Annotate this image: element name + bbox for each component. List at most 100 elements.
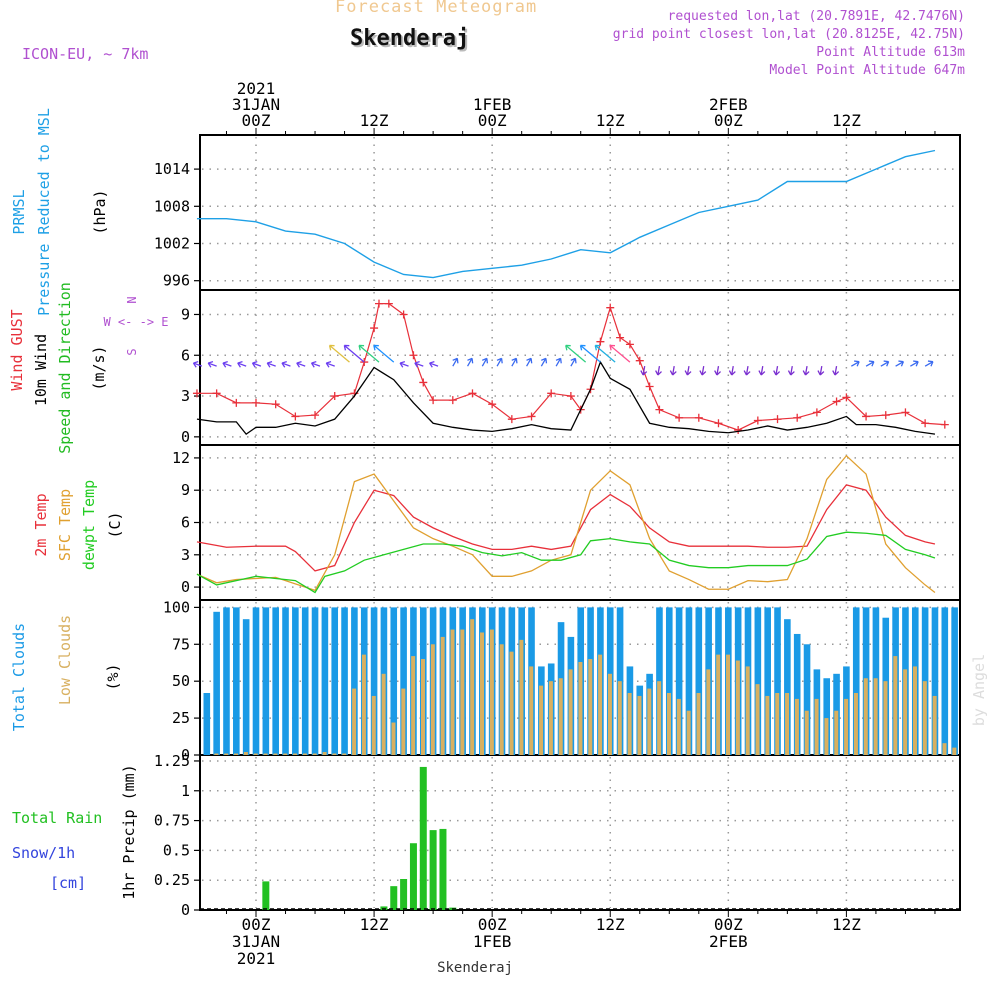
low-cloud-bar xyxy=(932,695,937,755)
x-tick-label-top: 1FEB xyxy=(473,95,512,114)
gust-marker xyxy=(606,303,615,312)
low-cloud-bar xyxy=(844,698,849,755)
gust-marker xyxy=(271,400,280,409)
arrow-head xyxy=(526,357,533,364)
low-cloud-bar xyxy=(853,693,858,755)
arrow-head xyxy=(358,344,365,351)
x-tick-label-bottom: 00Z xyxy=(242,915,271,934)
wind-direction-arrow xyxy=(373,344,395,363)
gust-marker xyxy=(635,356,644,365)
total-cloud-bar xyxy=(931,607,939,755)
wind-gust-label: Wind GUST xyxy=(8,309,26,390)
low-cloud-bar xyxy=(489,629,494,755)
total-cloud-bar xyxy=(774,607,781,755)
arrow-head xyxy=(898,360,904,367)
low-cloud-bar xyxy=(716,654,721,755)
wind-direction-arrow xyxy=(358,344,380,363)
gust-marker xyxy=(832,397,841,406)
arrow-shaft xyxy=(326,362,335,367)
y-tick-label: 50 xyxy=(172,672,190,690)
y-tick-label: 0.5 xyxy=(163,841,190,859)
arrow-head xyxy=(296,360,302,368)
arrow-head xyxy=(787,370,795,376)
low-cloud-bar xyxy=(676,698,681,755)
low-cloud-bar xyxy=(617,681,622,755)
y-tick-label: 1002 xyxy=(154,235,190,253)
wind-direction-arrow xyxy=(714,366,722,376)
low-cloud-bar xyxy=(804,710,809,755)
total-cloud-bar xyxy=(685,607,693,755)
gust-marker xyxy=(375,299,383,308)
total-rain-label: Total Rain xyxy=(12,809,102,827)
arrow-head xyxy=(594,344,601,351)
wind-direction-arrow xyxy=(481,357,489,367)
wind-direction-arrow xyxy=(743,366,751,376)
total-cloud-bar xyxy=(941,607,949,755)
gust-marker xyxy=(370,324,379,333)
arrow-shaft xyxy=(819,366,823,376)
arrow-head xyxy=(192,360,199,368)
gust-marker xyxy=(507,415,516,424)
panel-clouds: 0 25 50 75 100 xyxy=(163,598,961,764)
wind-direction-arrow xyxy=(802,366,810,376)
arrow-head xyxy=(883,360,890,367)
rain-bar xyxy=(390,886,398,910)
temp-units-label: (C) xyxy=(106,511,124,538)
low-cloud-bar xyxy=(243,752,248,755)
wind-direction-arrow xyxy=(496,357,503,367)
x-tick-label-top: 00Z xyxy=(714,111,743,130)
x-tick-label-top: 31JAN xyxy=(232,95,280,114)
compass-north: N xyxy=(125,296,139,303)
arrow-shaft xyxy=(642,366,646,376)
arrow-head xyxy=(266,360,273,368)
arrow-head xyxy=(310,360,317,368)
x-tick-label-top: 12Z xyxy=(596,111,625,130)
wind-direction-arrow xyxy=(924,360,934,367)
arrow-head xyxy=(399,360,406,368)
low-cloud-bar xyxy=(794,698,799,755)
wind-direction-arrow xyxy=(758,366,766,376)
low-cloud-bar xyxy=(647,688,652,755)
wind-direction-arrow xyxy=(880,360,890,367)
low-cloud-bar xyxy=(283,753,288,755)
wind-direction-arrow xyxy=(192,360,203,368)
low-cloud-bar xyxy=(735,660,740,755)
low-cloud-bar xyxy=(607,673,612,755)
low-cloud-bar xyxy=(224,753,229,755)
total-cloud-bar xyxy=(665,607,673,755)
arrow-head xyxy=(773,370,781,376)
arrow-shaft xyxy=(555,358,562,367)
y-tick-label: 0 xyxy=(181,901,190,919)
total-cloud-bar xyxy=(262,607,270,755)
arrow-head xyxy=(817,370,825,376)
low-cloud-bar xyxy=(834,710,839,755)
total-cloud-bar xyxy=(754,607,762,755)
watermark: by Angel xyxy=(970,654,988,726)
wind-direction-arrow xyxy=(655,366,662,376)
rain-bar xyxy=(419,766,427,910)
arrow-shaft xyxy=(657,366,661,376)
gust-marker xyxy=(645,382,654,391)
arrow-head xyxy=(802,370,810,376)
wind-direction-arrow xyxy=(414,360,424,368)
arrow-shaft xyxy=(237,362,247,367)
total-cloud-bar xyxy=(852,607,860,755)
snow-units-label: [cm] xyxy=(50,874,86,892)
low-cloud-bar xyxy=(922,681,927,755)
low-cloud-bar xyxy=(470,619,475,755)
gust-marker xyxy=(399,310,408,319)
total-cloud-bar xyxy=(784,619,791,755)
series-line-sfc-temp xyxy=(196,454,936,593)
low-cloud-bar xyxy=(312,753,317,755)
low-cloud-bar xyxy=(548,681,553,755)
gust-marker xyxy=(812,408,821,417)
y-tick-label: 6 xyxy=(181,346,190,364)
series-line-2m-temp xyxy=(196,484,936,572)
compass-west-east: W <- -> E xyxy=(103,315,168,329)
y-tick-label: 9 xyxy=(181,481,190,499)
low-cloud-bar xyxy=(814,698,819,755)
arrow-head xyxy=(481,357,489,364)
x-tick-label-bottom: 31JAN xyxy=(232,932,280,951)
x-tick-label-top: 00Z xyxy=(478,111,507,130)
rain-bar xyxy=(400,879,408,910)
